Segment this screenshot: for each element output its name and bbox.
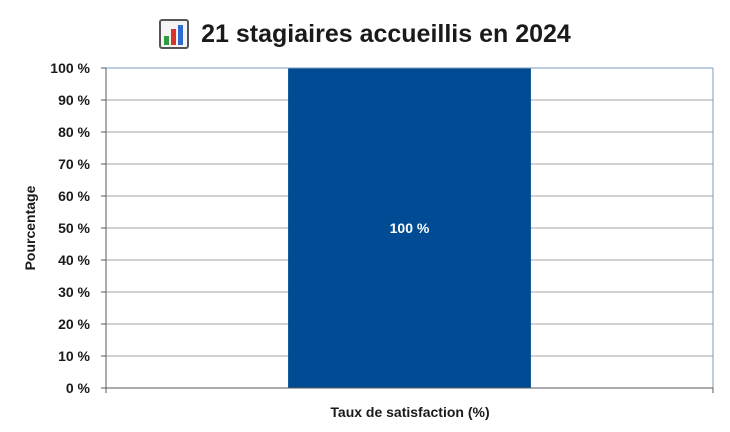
chart-title-bar: 21 stagiaires accueillis en 2024 xyxy=(0,14,730,54)
bar-data-label: 100 % xyxy=(390,220,430,236)
bar-chart-icon xyxy=(159,19,190,49)
bars xyxy=(288,68,531,388)
axes xyxy=(101,67,714,393)
y-tick-label: 30 % xyxy=(58,284,90,300)
labels: 0 % 10 % 20 % 30 % 40 % 50 % 60 % 70 % 80 % 90 % 1… xyxy=(50,60,430,396)
y-tick-label: 100 % xyxy=(50,60,90,76)
x-axis-title: Taux de satisfaction (%) xyxy=(330,404,489,420)
y-tick-label: 40 % xyxy=(58,252,90,268)
chart-title: 21 stagiaires accueillis en 2024 xyxy=(201,19,571,48)
y-tick-label: 10 % xyxy=(58,348,90,364)
bar-0 xyxy=(288,68,531,388)
y-tick-label: 20 % xyxy=(58,316,90,332)
y-axis-title: Pourcentage xyxy=(22,185,38,270)
y-tick-label: 0 % xyxy=(66,380,91,396)
y-tick-label: 60 % xyxy=(58,188,90,204)
y-tick-label: 70 % xyxy=(58,156,90,172)
y-tick-label: 50 % xyxy=(58,220,90,236)
y-tick-label: 80 % xyxy=(58,124,90,140)
y-tick-label: 90 % xyxy=(58,92,90,108)
